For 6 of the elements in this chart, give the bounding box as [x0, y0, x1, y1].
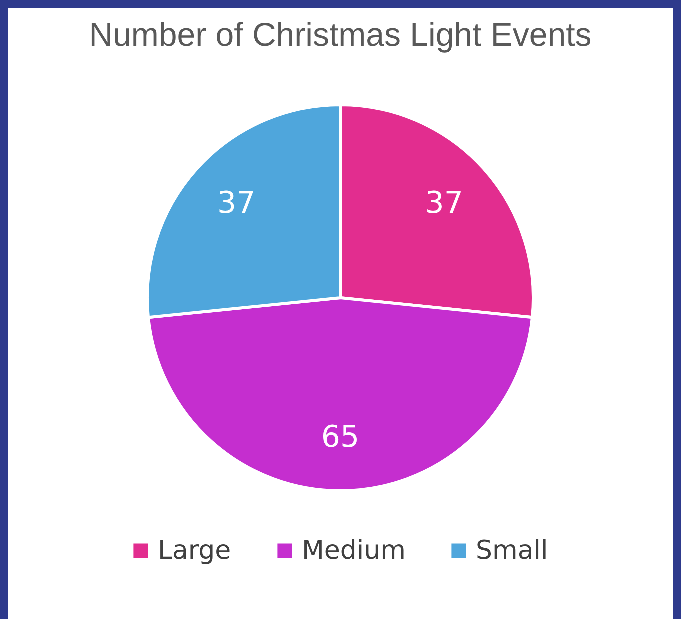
data-label: 37: [218, 186, 256, 222]
data-label: 37: [425, 186, 464, 222]
legend-label: Small: [476, 536, 548, 566]
chart-title: Number of Christmas Light Events: [89, 16, 592, 53]
legend-label: Medium: [302, 536, 406, 566]
data-label: 65: [321, 420, 360, 455]
